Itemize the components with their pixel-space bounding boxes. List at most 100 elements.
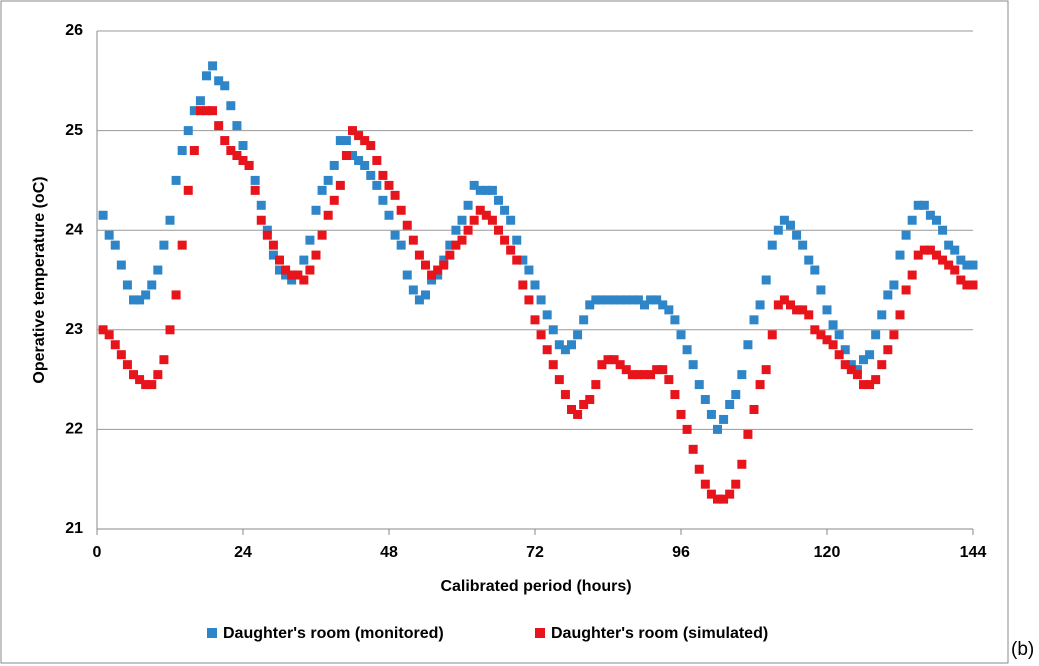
- y-axis-title: Operative temperature (oC): [31, 176, 48, 383]
- x-tick-label: 144: [960, 544, 987, 561]
- marker: [147, 380, 157, 390]
- marker: [299, 255, 309, 265]
- marker: [244, 160, 254, 170]
- marker: [682, 345, 692, 355]
- marker: [372, 180, 382, 190]
- marker: [591, 380, 601, 390]
- marker: [226, 101, 236, 111]
- marker: [603, 355, 613, 365]
- marker: [536, 330, 546, 340]
- marker: [682, 424, 692, 434]
- marker: [883, 345, 893, 355]
- marker: [840, 345, 850, 355]
- marker: [110, 340, 120, 350]
- marker: [153, 265, 163, 275]
- marker: [165, 325, 175, 335]
- marker: [816, 330, 826, 340]
- marker: [725, 400, 735, 409]
- marker: [512, 235, 522, 245]
- marker: [506, 245, 516, 255]
- marker: [494, 225, 503, 235]
- marker: [299, 275, 309, 285]
- marker: [907, 215, 917, 225]
- marker: [767, 330, 777, 340]
- marker: [932, 250, 941, 260]
- marker: [646, 370, 656, 380]
- marker: [116, 260, 126, 270]
- marker: [518, 280, 528, 290]
- marker: [925, 245, 935, 255]
- marker: [597, 360, 607, 370]
- marker: [828, 340, 838, 350]
- marker: [153, 370, 163, 380]
- marker: [633, 295, 643, 305]
- marker: [579, 315, 589, 325]
- marker: [725, 489, 735, 499]
- marker: [372, 155, 382, 165]
- marker: [275, 255, 284, 265]
- marker: [445, 240, 455, 250]
- marker: [962, 280, 972, 290]
- marker: [621, 365, 631, 375]
- marker: [129, 295, 138, 305]
- marker: [627, 370, 637, 380]
- marker: [348, 151, 357, 160]
- marker: [335, 180, 345, 190]
- marker: [798, 305, 808, 315]
- marker: [341, 151, 351, 160]
- marker: [779, 295, 789, 305]
- marker: [706, 489, 716, 499]
- marker: [396, 240, 406, 250]
- marker: [311, 205, 321, 215]
- marker: [573, 409, 583, 419]
- marker: [202, 71, 211, 81]
- marker: [202, 106, 211, 116]
- marker: [384, 180, 394, 190]
- marker: [852, 365, 862, 375]
- marker: [633, 370, 643, 380]
- marker: [378, 195, 388, 205]
- marker: [804, 310, 814, 320]
- marker: [609, 355, 619, 365]
- marker: [469, 180, 479, 190]
- marker: [414, 295, 424, 305]
- marker: [694, 380, 704, 390]
- marker: [433, 265, 443, 275]
- marker: [518, 255, 528, 265]
- marker: [141, 290, 151, 300]
- marker: [360, 160, 370, 170]
- marker: [846, 365, 856, 375]
- marker: [220, 136, 230, 146]
- marker: [603, 295, 613, 305]
- marker: [786, 220, 795, 230]
- marker: [98, 210, 108, 220]
- legend-label: Daughter's room (simulated): [551, 625, 768, 642]
- marker: [384, 210, 394, 220]
- marker: [865, 380, 875, 390]
- marker: [792, 305, 802, 315]
- marker: [688, 444, 698, 454]
- marker: [877, 360, 887, 370]
- marker: [530, 315, 540, 325]
- marker: [500, 235, 510, 245]
- marker: [238, 155, 248, 165]
- marker: [220, 81, 230, 91]
- marker: [755, 300, 765, 310]
- legend-label: Daughter's room (monitored): [223, 625, 444, 642]
- marker: [834, 330, 844, 340]
- marker: [171, 290, 181, 300]
- marker: [457, 235, 467, 245]
- marker: [913, 200, 923, 210]
- marker: [640, 370, 649, 380]
- marker: [275, 265, 284, 275]
- marker: [658, 365, 668, 375]
- marker: [907, 270, 917, 280]
- marker: [810, 325, 820, 335]
- marker: [560, 390, 570, 400]
- marker: [749, 404, 759, 414]
- marker: [560, 345, 570, 355]
- marker: [567, 340, 576, 350]
- marker: [232, 121, 242, 131]
- marker: [250, 185, 260, 195]
- marker: [439, 260, 449, 270]
